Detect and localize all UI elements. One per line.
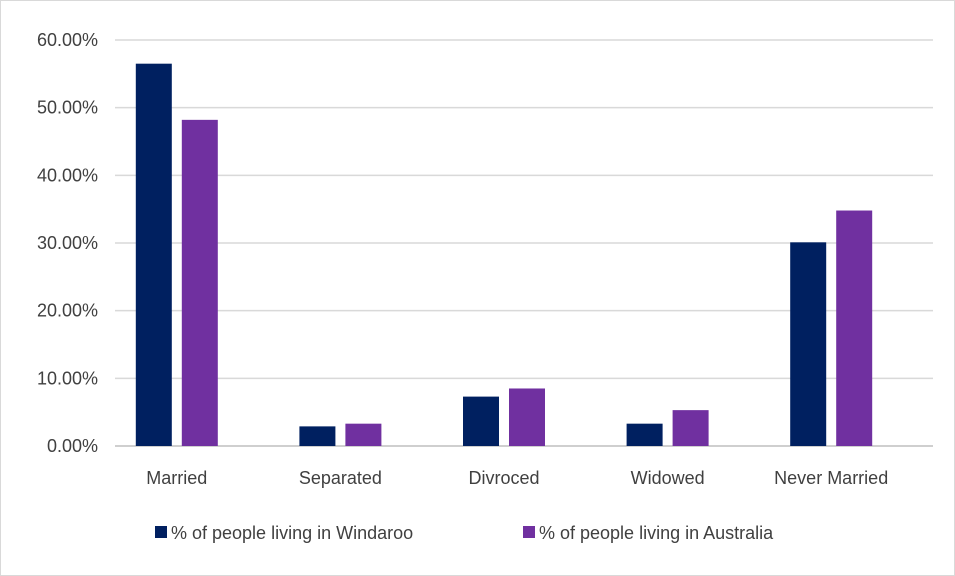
y-tick-label: 20.00% (37, 301, 98, 321)
bar-windaroo-never-married (790, 242, 827, 446)
bar-australia-married (181, 119, 218, 446)
y-tick-label: 0.00% (47, 436, 98, 456)
bar-windaroo-married (135, 63, 172, 446)
x-tick-label: Separated (299, 468, 382, 488)
x-axis-tick-labels: Married Separated Divroced Widowed Never Mar… (146, 468, 888, 488)
y-tick-label: 50.00% (37, 98, 98, 118)
x-tick-label: Widowed (631, 468, 705, 488)
legend: % of people living in Windaroo % of peopl… (155, 523, 774, 543)
bar-australia-divroced (509, 388, 545, 446)
legend-label: % of people living in Windaroo (171, 523, 413, 543)
y-tick-label: 10.00% (37, 368, 98, 388)
bars (135, 63, 873, 446)
bar-windaroo-widowed (626, 423, 663, 446)
y-tick-label: 60.00% (37, 30, 98, 50)
y-tick-label: 40.00% (37, 165, 98, 185)
bar-australia-separated (345, 423, 382, 446)
bar-windaroo-divroced (463, 396, 499, 446)
y-axis-tick-labels: 0.00% 10.00% 20.00% 30.00% 40.00% 50.00% 60.00… (37, 30, 98, 456)
bar-windaroo-separated (299, 426, 336, 446)
y-tick-label: 30.00% (37, 233, 98, 253)
bar-australia-never-married (836, 210, 873, 446)
x-tick-label: Never Married (774, 468, 888, 488)
bar-australia-widowed (672, 410, 709, 446)
x-tick-label: Divroced (468, 468, 539, 488)
x-tick-label: Married (146, 468, 207, 488)
legend-swatch (523, 526, 535, 538)
legend-swatch (155, 526, 167, 538)
legend-label: % of people living in Australia (539, 523, 774, 543)
